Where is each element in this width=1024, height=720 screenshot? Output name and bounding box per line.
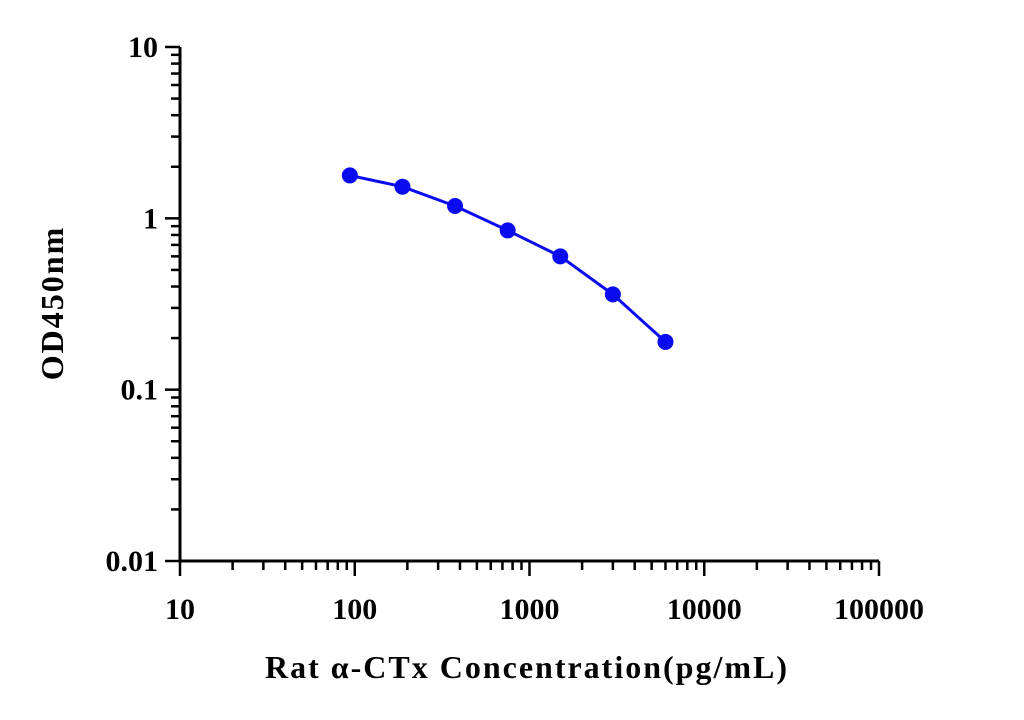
series [341,167,674,350]
x-tick-label: 100000 [834,593,924,626]
data-point [394,178,411,195]
tick-labels: 10 100 1000 10000 100000 0.01 0.1 1 10 [106,31,925,626]
data-point [604,286,621,303]
y-tick-label: 0.01 [106,545,159,578]
data-point [447,198,464,215]
y-tick-label: 10 [128,31,158,64]
y-axis-title: OD450nm [34,226,70,380]
ticks [165,45,881,576]
series-line [349,173,667,344]
x-tick-label: 10 [165,593,195,626]
axes [178,47,879,563]
data-point [341,167,358,184]
x-tick-label: 10000 [667,593,742,626]
data-point [499,222,516,239]
y-tick-label: 0.1 [121,374,159,407]
data-point [657,333,674,350]
data-point [552,248,569,265]
x-axis-title: Rat α-CTx Concentration(pg/mL) [265,649,789,685]
x-tick-label: 100 [332,593,377,626]
y-tick-label: 1 [143,202,158,235]
x-tick-label: 1000 [500,593,560,626]
